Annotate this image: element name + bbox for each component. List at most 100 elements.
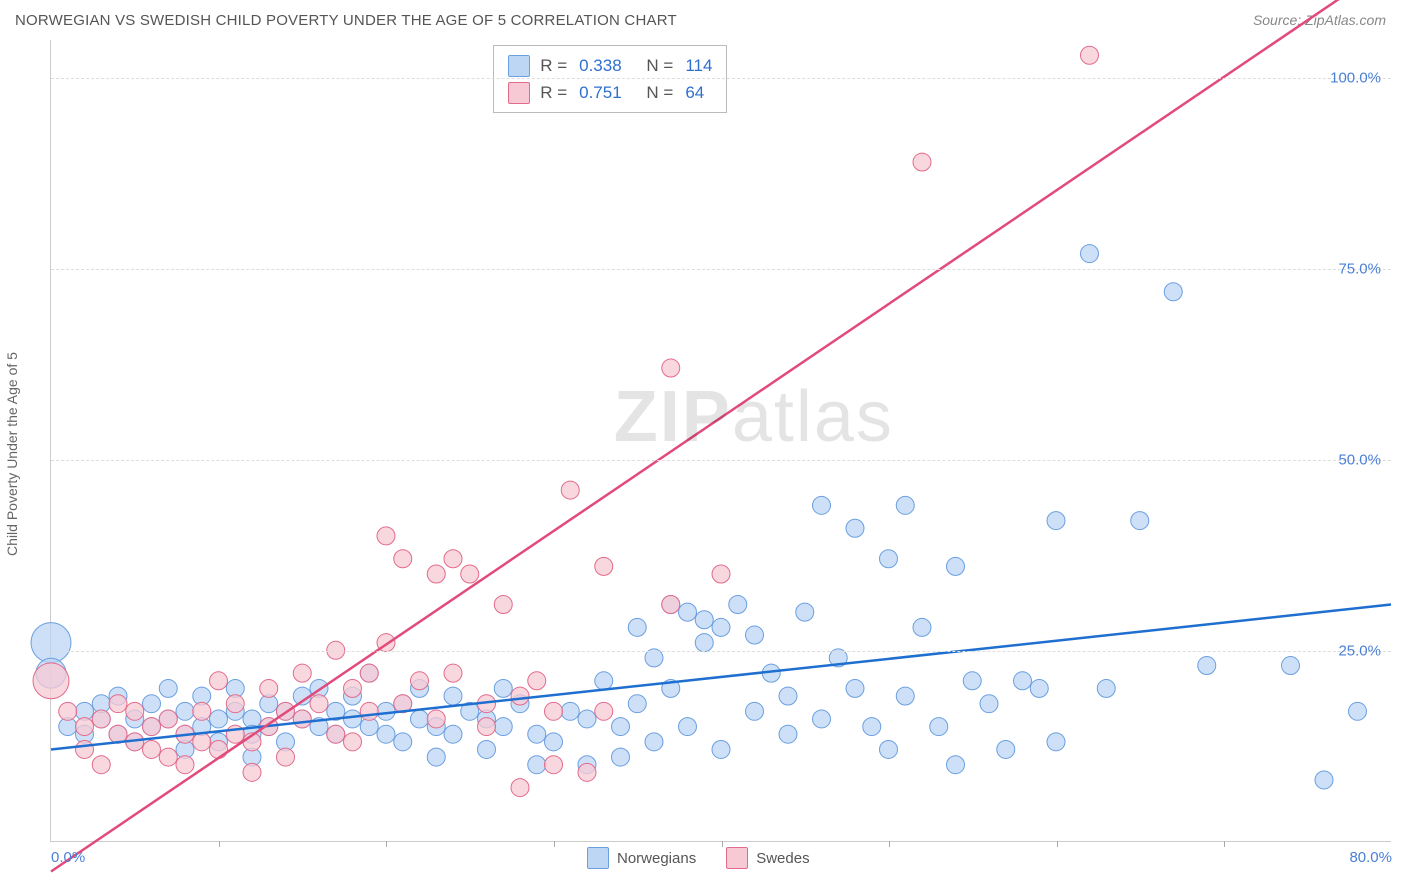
data-point-norwegians [913, 618, 931, 636]
legend-item-0: Norwegians [587, 847, 696, 869]
data-point-swedes [913, 153, 931, 171]
data-point-norwegians [176, 702, 194, 720]
data-point-swedes [511, 687, 529, 705]
data-point-swedes [143, 718, 161, 736]
data-point-swedes [193, 733, 211, 751]
x-tick-mark [219, 841, 220, 847]
data-point-norwegians [880, 740, 898, 758]
data-point-swedes [595, 557, 613, 575]
y-tick-label: 50.0% [1338, 452, 1381, 469]
data-point-swedes [293, 664, 311, 682]
data-point-norwegians [1315, 771, 1333, 789]
data-point-norwegians [997, 740, 1015, 758]
data-point-norwegians [980, 695, 998, 713]
gridline-h [51, 460, 1391, 461]
data-point-swedes [662, 359, 680, 377]
data-point-norwegians [344, 710, 362, 728]
data-point-swedes [561, 481, 579, 499]
data-point-norwegians [779, 687, 797, 705]
x-tick-mark [1057, 841, 1058, 847]
data-point-norwegians [1081, 245, 1099, 263]
data-point-norwegians [494, 679, 512, 697]
data-point-norwegians [863, 718, 881, 736]
data-point-swedes [427, 565, 445, 583]
data-point-norwegians [394, 733, 412, 751]
plot-region: ZIPatlas R = 0.338 N = 114 R = 0.751 N =… [50, 40, 1391, 842]
stats-swatch-1 [508, 82, 530, 104]
data-point-norwegians [813, 496, 831, 514]
legend-swatch-0 [587, 847, 609, 869]
data-point-norwegians [478, 740, 496, 758]
data-point-swedes [310, 695, 328, 713]
data-point-norwegians [746, 626, 764, 644]
data-point-norwegians [444, 687, 462, 705]
data-point-swedes [76, 740, 94, 758]
stats-box: R = 0.338 N = 114 R = 0.751 N = 64 [493, 45, 727, 113]
data-point-norwegians [813, 710, 831, 728]
data-point-swedes [360, 664, 378, 682]
data-point-norwegians [1282, 657, 1300, 675]
legend-swatch-1 [726, 847, 748, 869]
data-point-swedes [411, 672, 429, 690]
data-point-swedes [210, 740, 228, 758]
legend-label-0: Norwegians [617, 850, 696, 867]
data-point-norwegians [729, 596, 747, 614]
data-point-swedes [444, 664, 462, 682]
data-point-swedes [293, 710, 311, 728]
data-point-swedes [1081, 46, 1099, 64]
data-point-swedes [344, 733, 362, 751]
data-point-swedes [494, 596, 512, 614]
data-point-norwegians [210, 710, 228, 728]
chart-source: Source: ZipAtlas.com [1253, 12, 1386, 28]
data-point-swedes [344, 679, 362, 697]
data-point-norwegians [528, 756, 546, 774]
data-point-norwegians [1097, 679, 1115, 697]
data-point-norwegians [1047, 512, 1065, 530]
y-axis-label: Child Poverty Under the Age of 5 [4, 352, 20, 556]
data-point-norwegians [1349, 702, 1367, 720]
x-tick-mark [722, 841, 723, 847]
data-point-norwegians [846, 679, 864, 697]
x-tick-mark [554, 841, 555, 847]
y-tick-label: 100.0% [1330, 70, 1381, 87]
data-point-swedes [478, 718, 496, 736]
x-tick-mark [1224, 841, 1225, 847]
data-point-swedes [360, 702, 378, 720]
legend-item-1: Swedes [726, 847, 809, 869]
data-point-norwegians [528, 725, 546, 743]
x-tick-mark [386, 841, 387, 847]
data-point-swedes [159, 748, 177, 766]
data-point-norwegians [494, 718, 512, 736]
data-point-norwegians [444, 725, 462, 743]
data-point-norwegians [1164, 283, 1182, 301]
data-point-swedes [143, 740, 161, 758]
data-point-norwegians [578, 710, 596, 728]
x-tick-label: 80.0% [1349, 849, 1392, 866]
data-point-norwegians [712, 740, 730, 758]
gridline-h [51, 651, 1391, 652]
data-point-norwegians [143, 695, 161, 713]
stats-row-1: R = 0.751 N = 64 [508, 79, 712, 106]
data-point-swedes [595, 702, 613, 720]
data-point-swedes [109, 695, 127, 713]
stats-row-0: R = 0.338 N = 114 [508, 52, 712, 79]
data-point-norwegians [679, 718, 697, 736]
stats-swatch-0 [508, 55, 530, 77]
chart-area: ZIPatlas R = 0.338 N = 114 R = 0.751 N =… [50, 40, 1391, 842]
data-point-swedes [662, 596, 680, 614]
data-point-swedes [126, 702, 144, 720]
data-point-norwegians [612, 718, 630, 736]
data-point-swedes [394, 550, 412, 568]
data-point-swedes [712, 565, 730, 583]
data-point-norwegians [427, 748, 445, 766]
data-point-norwegians [377, 725, 395, 743]
data-point-norwegians [595, 672, 613, 690]
x-tick-mark [889, 841, 890, 847]
data-point-swedes [243, 763, 261, 781]
data-point-swedes [260, 679, 278, 697]
data-point-norwegians [695, 611, 713, 629]
data-point-norwegians [545, 733, 563, 751]
data-point-norwegians [896, 687, 914, 705]
gridline-h [51, 78, 1391, 79]
chart-title: NORWEGIAN VS SWEDISH CHILD POVERTY UNDER… [15, 12, 677, 29]
